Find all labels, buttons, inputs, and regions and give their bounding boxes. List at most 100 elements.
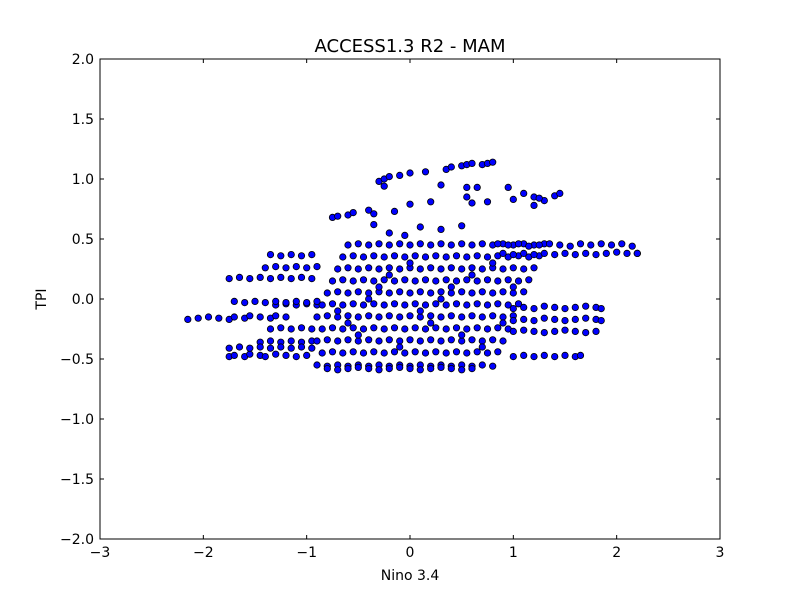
scatter-point [339, 349, 347, 357]
scatter-point [313, 313, 321, 321]
scatter-point [246, 274, 254, 283]
scatter-point [303, 298, 311, 307]
scatter-point [230, 313, 238, 321]
scatter-point [411, 252, 419, 260]
scatter-point [266, 337, 275, 345]
scatter-point [432, 300, 440, 308]
scatter-point [551, 251, 559, 259]
scatter-point [339, 253, 347, 261]
scatter-point [478, 313, 486, 321]
scatter-point [396, 288, 404, 296]
scatter-point [442, 276, 450, 284]
scatter-point [194, 314, 202, 322]
scatter-point [308, 274, 316, 283]
scatter-point [390, 277, 399, 285]
scatter-point [297, 252, 306, 260]
scatter-point [494, 324, 502, 332]
scatter-point [473, 252, 481, 260]
scatter-point [287, 337, 295, 345]
scatter-point [427, 319, 435, 327]
scatter-point [328, 324, 337, 332]
scatter-point [483, 253, 492, 261]
scatter-point [354, 313, 362, 321]
scatter-point [463, 183, 471, 191]
x-tick-label: −1 [296, 545, 317, 561]
y-tick-label: 1.0 [72, 172, 94, 188]
scatter-point [318, 301, 326, 309]
scatter-point [582, 302, 590, 310]
scatter-point [334, 212, 342, 220]
scatter-point [468, 271, 476, 279]
scatter-point [587, 241, 595, 249]
scatter-point [241, 298, 249, 307]
scatter-point [442, 301, 450, 309]
scatter-point [401, 276, 409, 284]
scatter-point [246, 344, 254, 352]
scatter-point [530, 304, 538, 313]
scatter-point [277, 343, 285, 351]
scatter-point [365, 264, 373, 272]
scatter-point [277, 273, 285, 281]
scatter-point [266, 344, 275, 352]
scatter-point [489, 362, 497, 370]
scatter-point [437, 225, 445, 233]
scatter-point [623, 249, 631, 257]
scatter-point [261, 298, 269, 307]
scatter-point [478, 265, 486, 273]
scatter-point [390, 348, 399, 356]
scatter-point [344, 364, 352, 373]
scatter-point [520, 288, 528, 296]
scatter-point [365, 206, 373, 214]
scatter-point [416, 240, 424, 248]
scatter-point [370, 324, 378, 332]
scatter-point [571, 327, 579, 335]
scatter-point [308, 344, 316, 352]
scatter-point [499, 265, 507, 273]
scatter-point [406, 312, 414, 320]
scatter-point [370, 348, 378, 356]
scatter-point [437, 181, 445, 189]
scatter-point [354, 288, 362, 296]
scatter-point [509, 304, 517, 313]
scatter-point [385, 264, 393, 272]
scatter-point [235, 343, 244, 351]
scatter-point [292, 352, 300, 361]
scatter-point [292, 262, 300, 271]
scatter-point [396, 265, 404, 273]
scatter-point [561, 326, 569, 334]
scatter-point [427, 364, 435, 373]
scatter-point [478, 240, 486, 248]
scatter-point [447, 364, 455, 373]
scatter-point [349, 277, 357, 285]
scatter-point [540, 328, 548, 337]
x-tick-label: 1 [509, 545, 518, 561]
scatter-point [416, 313, 424, 321]
scatter-point [458, 288, 466, 296]
y-tick-label: −1.5 [60, 472, 94, 488]
scatter-point [318, 349, 326, 357]
scatter-point [359, 253, 368, 261]
scatter-point [344, 289, 352, 297]
scatter-point [421, 253, 430, 261]
scatter-point [458, 366, 466, 374]
scatter-point [566, 242, 574, 250]
scatter-point [287, 344, 295, 352]
scatter-point [463, 349, 471, 357]
scatter-point [504, 183, 512, 191]
scatter-point [437, 240, 445, 248]
scatter-point [334, 366, 342, 374]
scatter-point [359, 276, 368, 284]
scatter-point [447, 289, 455, 297]
scatter-point [375, 283, 383, 291]
scatter-point [458, 265, 466, 273]
scatter-point [411, 277, 419, 285]
scatter-point [576, 351, 585, 359]
scatter-point [401, 325, 409, 333]
scatter-point [411, 324, 419, 332]
scatter-point [370, 277, 378, 285]
scatter-point [463, 193, 471, 201]
scatter-point [354, 240, 362, 248]
scatter-point [468, 199, 476, 207]
scatter-point [401, 231, 409, 239]
scatter-point [266, 325, 275, 333]
